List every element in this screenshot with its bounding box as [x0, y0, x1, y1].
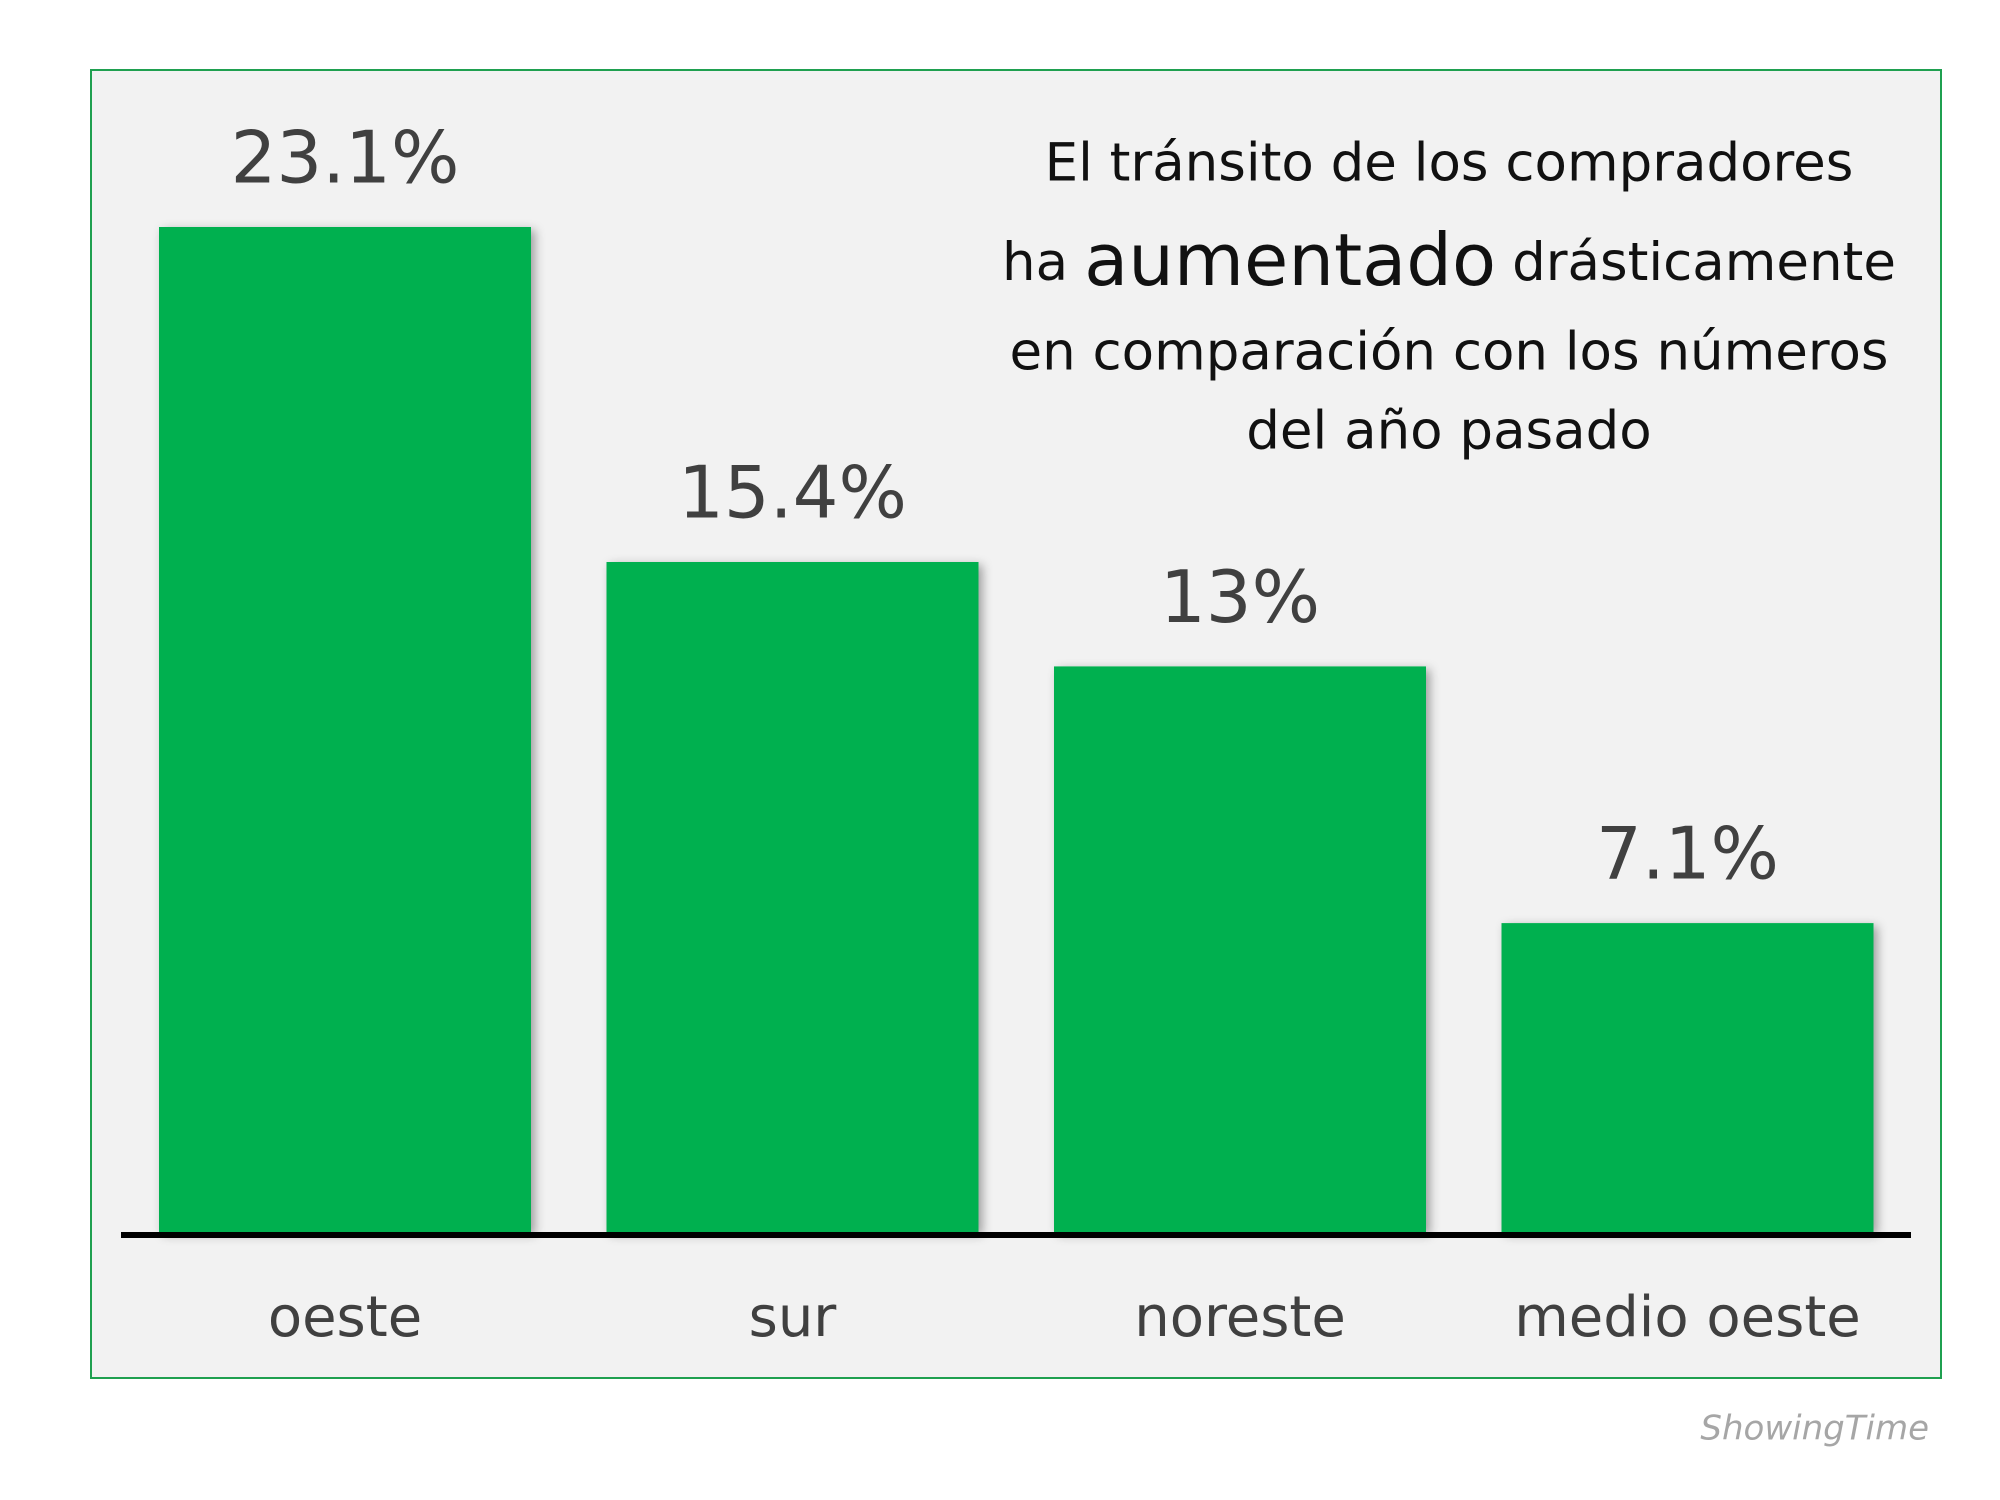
title-line: ha aumentado drásticamente	[1002, 218, 1896, 302]
value-label: 23.1%	[231, 116, 460, 200]
bar	[1501, 923, 1874, 1232]
title-line: El tránsito de los compradores	[1045, 133, 1854, 194]
title-part: drásticamente	[1512, 232, 1896, 293]
title-part: ha	[1002, 232, 1068, 293]
value-label: 15.4%	[678, 451, 907, 535]
x-tick-label: oeste	[268, 1285, 422, 1350]
title-line: del año pasado	[1246, 401, 1651, 462]
source: ShowingTime	[1700, 1409, 1929, 1449]
title-emphasis: aumentado	[1084, 218, 1496, 302]
title-line: en comparación con los números	[1009, 322, 1888, 383]
x-tick-label: noreste	[1134, 1285, 1346, 1350]
x-tick-label: medio oeste	[1514, 1285, 1860, 1350]
bar	[1054, 666, 1426, 1232]
bar	[606, 562, 979, 1232]
bar	[159, 227, 531, 1232]
x-tick-label: sur	[749, 1285, 838, 1350]
value-label: 13%	[1160, 555, 1320, 639]
value-label: 7.1%	[1596, 812, 1779, 896]
